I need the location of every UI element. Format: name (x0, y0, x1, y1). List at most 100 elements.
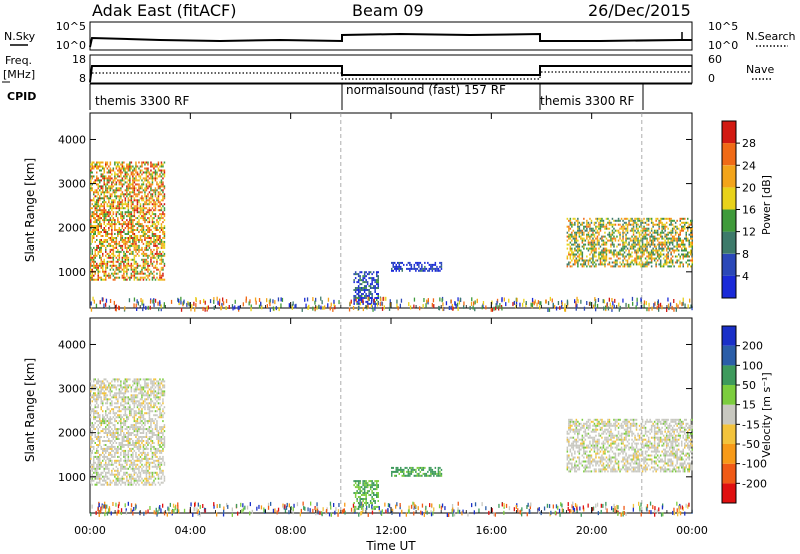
echo-cell (415, 261, 417, 264)
echo-cell (150, 270, 152, 273)
echo-cell (93, 262, 95, 265)
scatter-cell (136, 299, 138, 304)
echo-cell (127, 432, 130, 434)
echo-cell (157, 201, 160, 204)
echo-cell (123, 215, 125, 218)
echo-cell (91, 272, 93, 275)
scatter-cell (216, 296, 218, 301)
echo-cell (114, 223, 116, 226)
echo-cell (121, 481, 124, 484)
echo-cell (114, 240, 116, 243)
echo-cell (145, 479, 148, 482)
scatter-cell (658, 303, 660, 308)
echo-cell (105, 240, 107, 243)
echo-cell (144, 400, 146, 403)
echo-cell (99, 459, 101, 462)
echo-cell (148, 227, 151, 229)
echo-cell (117, 467, 119, 470)
echo-cell (592, 249, 594, 252)
echo-cell (121, 231, 124, 233)
echo-cell (99, 264, 101, 267)
echo-cell (121, 211, 124, 214)
echo-cell (661, 227, 663, 230)
echo-cell (130, 390, 133, 393)
echo-cell (647, 253, 650, 256)
cpid-panel: CPID themis 3300 RF normalsound (fast) 1… (7, 83, 692, 110)
echo-cell (626, 265, 629, 268)
echo-cell (115, 442, 118, 444)
echo-cell (91, 239, 93, 241)
echo-cell (145, 392, 148, 395)
scatter-cell (552, 302, 554, 307)
echo-cell (91, 167, 93, 170)
echo-cell (102, 278, 104, 281)
echo-cell (111, 384, 113, 387)
scatter-cell (258, 298, 261, 302)
echo-cell (640, 259, 642, 262)
echo-cell (91, 426, 93, 429)
echo-cell (160, 227, 163, 229)
echo-cell (133, 262, 136, 265)
echo-cell (136, 412, 139, 415)
scatter-cell (472, 305, 474, 310)
echo-cell (163, 237, 166, 239)
echo-cell (144, 163, 146, 166)
echo-cell (659, 255, 662, 258)
echo-cell (160, 203, 163, 206)
echo-cell (118, 201, 121, 204)
echo-cell (643, 225, 645, 228)
echo-cell (142, 207, 145, 210)
echo-cell (126, 388, 128, 391)
echo-cell (133, 256, 136, 259)
echo-cell (610, 257, 612, 260)
echo-cell (109, 422, 112, 425)
echo-cell (141, 408, 143, 411)
echo-cell (147, 227, 149, 229)
echo-cell (681, 241, 683, 244)
echo-cell (97, 432, 99, 434)
echo-cell (133, 185, 136, 188)
echo-cell (611, 241, 614, 244)
echo-cell (117, 242, 119, 245)
echo-cell (391, 261, 393, 264)
echo-cell (150, 225, 152, 228)
echo-cell (114, 191, 116, 194)
scatter-cell (338, 300, 340, 305)
echo-cell (96, 264, 98, 267)
echo-cell (97, 396, 99, 399)
echo-cell (356, 300, 358, 303)
echo-cell (144, 167, 146, 170)
echo-cell (162, 240, 164, 243)
scatter-cell (238, 305, 241, 310)
echo-cell (691, 261, 693, 264)
echo-cell (124, 451, 127, 454)
echo-cell (126, 248, 128, 251)
echo-cell (646, 237, 648, 240)
echo-cell (142, 392, 145, 395)
echo-cell (96, 221, 98, 224)
echo-cell (91, 225, 93, 228)
scatter-cell (608, 297, 610, 302)
echo-cell (622, 225, 624, 228)
echo-cell (655, 217, 657, 220)
scatter-cell (505, 302, 507, 307)
echo-cell (617, 229, 620, 232)
echo-cell (372, 279, 375, 282)
scatter-cell (316, 305, 318, 310)
echo-cell (105, 272, 107, 275)
echo-cell (99, 453, 101, 456)
echo-cell (598, 221, 600, 224)
echo-cell (635, 249, 638, 252)
echo-cell (156, 260, 158, 263)
echo-cell (640, 237, 642, 240)
echo-cell (117, 205, 119, 208)
echo-cell (362, 302, 364, 305)
scatter-cell (651, 306, 653, 311)
echo-cell (162, 229, 164, 231)
echo-cell (611, 231, 614, 234)
echo-cell (111, 252, 113, 255)
echo-cell (115, 438, 118, 440)
echo-cell (163, 264, 166, 267)
echo-cell (105, 473, 107, 476)
echo-cell (572, 253, 575, 256)
